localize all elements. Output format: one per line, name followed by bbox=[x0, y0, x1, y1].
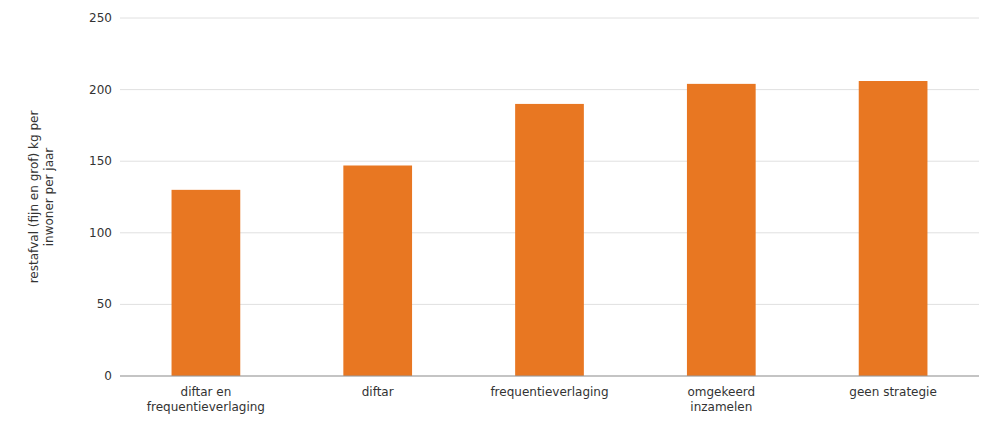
y-tick-label: 250 bbox=[89, 11, 112, 25]
y-axis: 0 50 100 150 200 250 bbox=[89, 11, 112, 383]
x-tick-label: frequentieverlaging bbox=[490, 385, 608, 399]
chart-container: 0 50 100 150 200 250 diftar enfrequentieverlag… bbox=[0, 0, 999, 438]
chart-svg: 0 50 100 150 200 250 diftar enfrequentieverlag… bbox=[0, 0, 999, 438]
grid-line bbox=[120, 18, 979, 19]
grid-line bbox=[120, 376, 979, 377]
x-tick-label: geen strategie bbox=[849, 385, 936, 399]
bar bbox=[859, 81, 928, 376]
bar bbox=[172, 190, 241, 376]
x-axis-line bbox=[120, 376, 979, 377]
y-tick-label: 100 bbox=[89, 226, 112, 240]
bar bbox=[343, 165, 412, 376]
bars bbox=[172, 81, 928, 376]
x-axis: diftar enfrequentieverlaging diftar freque… bbox=[147, 385, 937, 414]
x-tick-label: diftar enfrequentieverlaging bbox=[147, 385, 265, 414]
bar bbox=[515, 104, 584, 376]
y-tick-label: 50 bbox=[97, 297, 112, 311]
bar bbox=[687, 84, 756, 376]
y-axis-label: restafval (fijn en grof) kg perinwoner p… bbox=[27, 111, 56, 284]
grid bbox=[120, 18, 979, 376]
y-tick-label: 150 bbox=[89, 154, 112, 168]
y-tick-label: 0 bbox=[104, 369, 112, 383]
y-tick-label: 200 bbox=[89, 83, 112, 97]
x-tick-label: omgekeerdinzamelen bbox=[687, 385, 755, 414]
grid-line bbox=[120, 89, 979, 90]
x-tick-label: diftar bbox=[362, 385, 394, 399]
